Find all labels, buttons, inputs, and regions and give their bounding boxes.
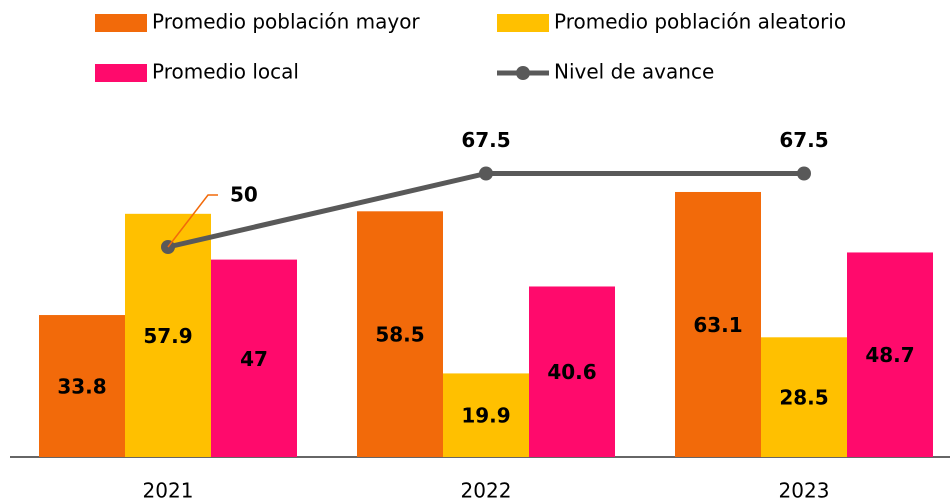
- legend-label: Nivel de avance: [554, 60, 714, 84]
- line-marker: [797, 166, 811, 181]
- bar: [357, 211, 443, 457]
- data-label: 40.6: [547, 360, 596, 384]
- x-tick-label: 2023: [779, 479, 830, 501]
- data-label: 48.7: [865, 343, 914, 367]
- line-marker: [479, 166, 493, 181]
- legend-label: Promedio local: [152, 60, 299, 84]
- legend-label: Promedio población aleatorio: [554, 10, 846, 34]
- bar: [211, 259, 297, 457]
- legend-marker: [516, 66, 530, 80]
- bar: [443, 373, 529, 457]
- legend-swatch: [95, 64, 147, 82]
- bar: [847, 252, 933, 457]
- bar: [529, 286, 615, 457]
- legend-swatch: [95, 14, 147, 32]
- line-label: 50: [230, 183, 258, 207]
- data-label: 19.9: [461, 404, 510, 428]
- bar: [675, 191, 761, 458]
- legend-label: Promedio población mayor: [152, 10, 420, 34]
- data-label: 57.9: [143, 324, 192, 348]
- x-tick-label: 2021: [143, 479, 194, 501]
- bar: [125, 213, 211, 457]
- x-tick-label: 2022: [461, 479, 512, 501]
- bar: [39, 315, 125, 457]
- bar: [761, 337, 847, 457]
- data-label: 28.5: [779, 386, 828, 410]
- data-label: 33.8: [57, 375, 106, 399]
- data-label: 47: [240, 347, 268, 371]
- line-label: 67.5: [779, 128, 828, 152]
- legend-swatch: [497, 14, 549, 32]
- line-label: 67.5: [461, 128, 510, 152]
- data-label: 63.1: [693, 313, 742, 337]
- data-label: 58.5: [375, 323, 424, 347]
- leader-line: [167, 194, 218, 248]
